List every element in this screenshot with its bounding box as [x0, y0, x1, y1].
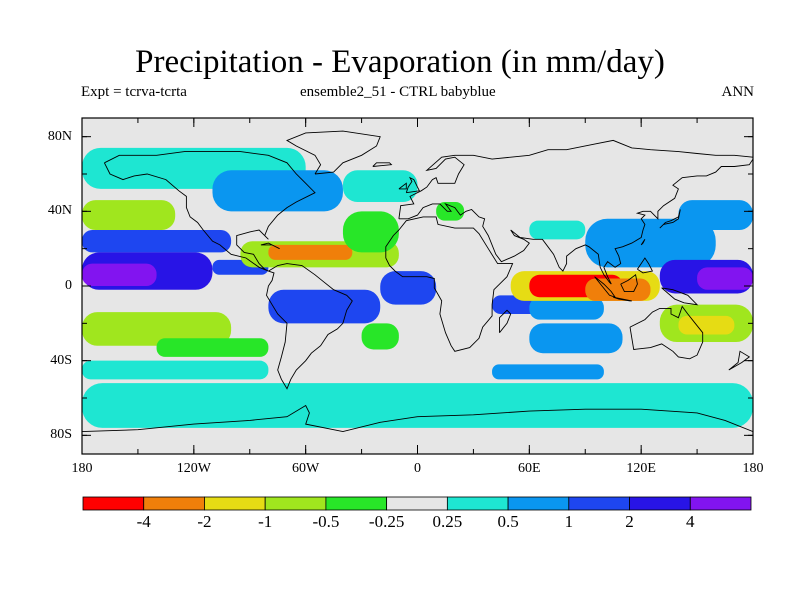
precip-region	[268, 289, 381, 324]
precip-region	[585, 278, 651, 301]
lat-tick-label: 80S	[50, 427, 72, 443]
precip-region	[361, 323, 399, 350]
coastline	[637, 257, 654, 274]
lon-tick-label: 60E	[518, 461, 541, 476]
ensemble-label: ensemble2_51 - CTRL babyblue	[300, 84, 496, 100]
coastlines	[82, 130, 753, 433]
coastline	[629, 305, 704, 360]
precip-region	[492, 364, 604, 380]
coastline	[398, 182, 407, 190]
colorbar-label: 0.5	[497, 512, 519, 531]
colorbar-label: 4	[686, 512, 695, 531]
coastline	[613, 296, 632, 302]
precip-region	[678, 200, 753, 230]
colorbar-swatch	[568, 496, 630, 511]
colorbar-swatch	[325, 496, 388, 511]
lon-tick-label: 120W	[176, 461, 211, 476]
precip-region	[529, 297, 604, 320]
coastline	[398, 139, 753, 219]
coastline	[266, 263, 353, 390]
colorbar-label: -0.5	[312, 512, 340, 531]
colorbar-label: -0.25	[368, 512, 405, 531]
colorbar-swatch	[82, 496, 145, 511]
precip-field	[82, 147, 753, 428]
colorbar-swatch	[143, 496, 205, 511]
lon-tick-label: 0	[414, 461, 421, 476]
precip-region	[82, 230, 232, 253]
axis-ticks	[81, 118, 754, 454]
lat-tick-label: 40N	[47, 203, 72, 219]
precip-region	[268, 244, 353, 260]
lon-tick-label: 180	[742, 461, 764, 476]
colorbar-swatch	[507, 496, 570, 511]
lon-tick-label: 180	[71, 461, 93, 476]
precip-region	[212, 170, 343, 212]
lat-tick-label: 40S	[50, 352, 72, 368]
colorbar-swatch	[689, 496, 752, 511]
precip-region	[678, 315, 735, 335]
lat-tick-label: 0	[65, 278, 72, 293]
colorbar-label: 2	[625, 512, 634, 531]
colorbar-label: 1	[564, 512, 574, 531]
precip-region	[342, 170, 418, 202]
precip-region	[82, 263, 157, 286]
colorbar-label: -2	[197, 512, 212, 531]
precip-region	[82, 200, 176, 230]
precip-region	[697, 267, 753, 290]
precip-region	[380, 271, 437, 305]
experiment-label: Expt = tcrva-tcrta	[81, 84, 187, 100]
precip-region	[342, 211, 399, 253]
coastline	[385, 216, 514, 352]
coastline	[640, 239, 646, 246]
coastline	[620, 274, 638, 293]
colorbar-label: -1	[258, 512, 273, 531]
precip-region	[529, 220, 586, 240]
colorbar-label: 0.25	[432, 512, 463, 531]
colorbar	[82, 496, 752, 511]
colorbar-swatch	[629, 496, 691, 511]
precip-region	[529, 323, 623, 354]
coastline	[372, 162, 393, 167]
coastline	[103, 151, 316, 272]
colorbar-swatch	[264, 496, 327, 511]
precip-region	[82, 383, 753, 428]
colorbar-swatch	[446, 496, 509, 511]
colorbar-swatch	[204, 496, 266, 511]
coastline	[659, 209, 681, 229]
figure-title: Precipitation - Evaporation (in mm/day)	[135, 44, 665, 80]
precip-region	[156, 338, 269, 357]
lon-tick-label: 120E	[626, 461, 656, 476]
coastline	[260, 242, 280, 250]
colorbar-swatch	[386, 496, 448, 511]
coastline	[82, 404, 753, 433]
coastline	[661, 287, 699, 306]
precip-region	[82, 360, 269, 380]
coastline	[499, 309, 512, 333]
coastline	[285, 130, 381, 175]
lon-tick-label: 60W	[292, 461, 320, 476]
coastline	[398, 158, 753, 285]
colorbar-label: -4	[136, 512, 151, 531]
season-label: ANN	[721, 84, 755, 100]
lat-tick-label: 80N	[47, 128, 72, 144]
coastline	[405, 176, 421, 194]
precip-region	[82, 312, 232, 346]
coastline	[728, 350, 751, 371]
